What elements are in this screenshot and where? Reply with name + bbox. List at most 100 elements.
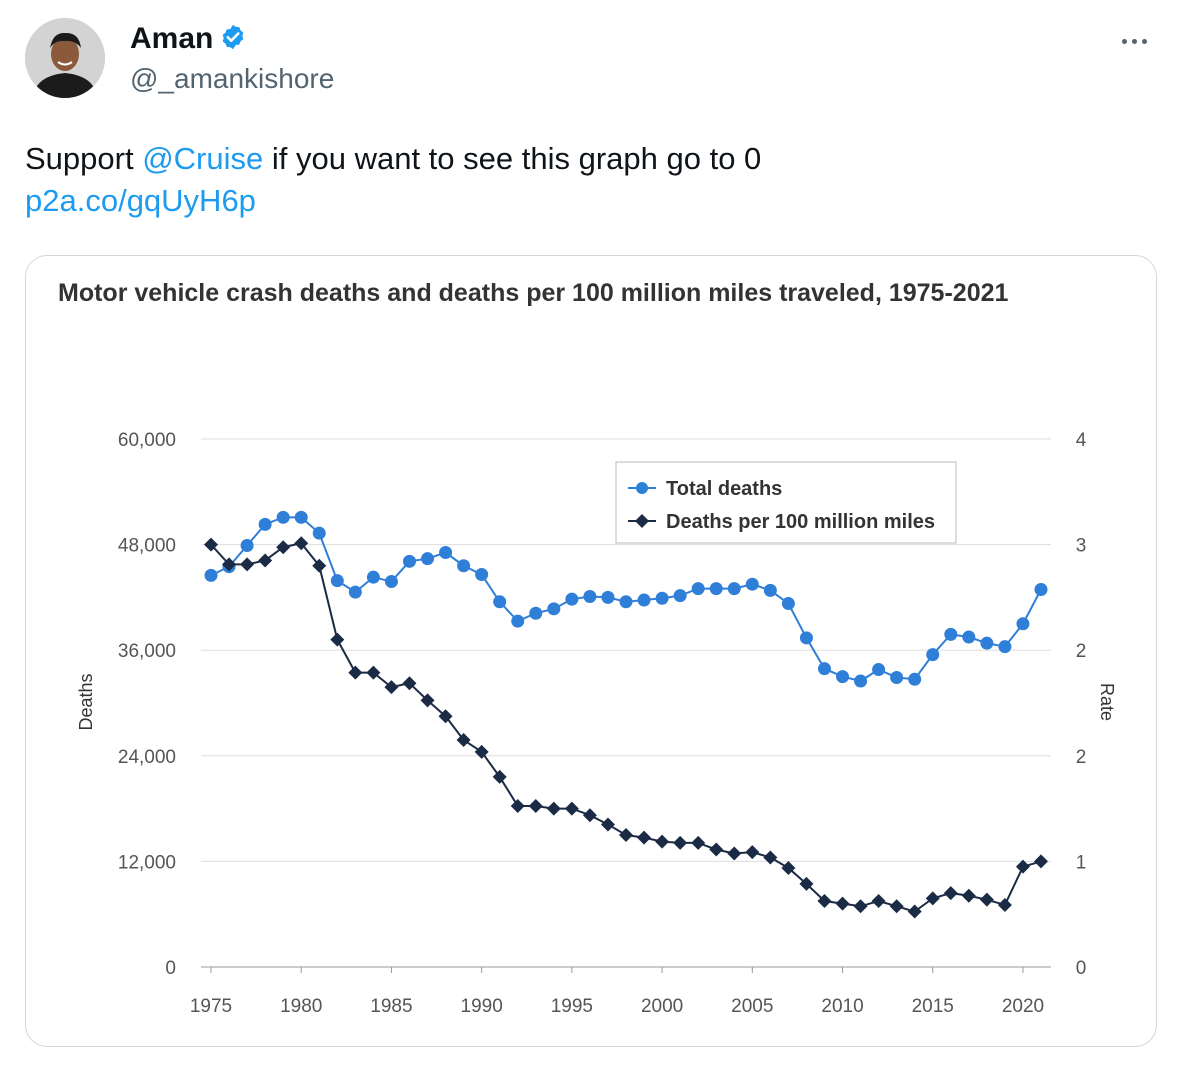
data-point-total-deaths[interactable]: [890, 670, 904, 684]
avatar[interactable]: [25, 18, 105, 98]
data-point-total-deaths[interactable]: [817, 662, 831, 676]
data-point-total-deaths[interactable]: [854, 674, 868, 688]
data-point-rate[interactable]: [835, 896, 850, 911]
data-point-rate[interactable]: [438, 709, 453, 724]
data-point-total-deaths[interactable]: [1034, 582, 1048, 596]
data-point-total-deaths[interactable]: [366, 570, 380, 584]
data-point-rate[interactable]: [673, 835, 688, 850]
data-point-total-deaths[interactable]: [637, 593, 651, 607]
data-point-total-deaths[interactable]: [529, 606, 543, 620]
data-point-total-deaths[interactable]: [493, 595, 507, 609]
data-point-total-deaths[interactable]: [836, 670, 850, 684]
data-point-rate[interactable]: [799, 876, 814, 891]
data-point-total-deaths[interactable]: [655, 591, 669, 605]
data-point-rate[interactable]: [384, 680, 399, 695]
data-point-total-deaths[interactable]: [439, 546, 453, 560]
data-point-total-deaths[interactable]: [294, 510, 308, 524]
data-point-rate[interactable]: [240, 557, 255, 572]
data-point-rate[interactable]: [528, 798, 543, 813]
data-point-total-deaths[interactable]: [276, 510, 290, 524]
data-point-total-deaths[interactable]: [763, 583, 777, 597]
data-point-total-deaths[interactable]: [402, 554, 416, 568]
data-point-rate[interactable]: [546, 801, 561, 816]
data-point-rate[interactable]: [853, 899, 868, 914]
data-point-total-deaths[interactable]: [565, 592, 579, 606]
data-point-rate[interactable]: [781, 861, 796, 875]
data-point-total-deaths[interactable]: [745, 577, 759, 591]
data-point-total-deaths[interactable]: [240, 538, 254, 552]
data-point-rate[interactable]: [294, 536, 309, 551]
data-point-rate[interactable]: [655, 834, 670, 849]
data-point-rate[interactable]: [330, 632, 345, 647]
data-point-rate[interactable]: [871, 894, 886, 908]
data-point-total-deaths[interactable]: [457, 559, 471, 573]
data-point-total-deaths[interactable]: [944, 627, 958, 641]
data-point-rate[interactable]: [600, 817, 615, 832]
data-point-rate[interactable]: [709, 842, 724, 857]
data-point-total-deaths[interactable]: [547, 602, 561, 616]
data-point-total-deaths[interactable]: [962, 630, 976, 644]
data-point-total-deaths[interactable]: [980, 636, 994, 650]
data-point-total-deaths[interactable]: [312, 526, 326, 540]
data-point-total-deaths[interactable]: [601, 590, 615, 604]
data-point-rate[interactable]: [691, 835, 706, 850]
data-point-total-deaths[interactable]: [619, 595, 633, 609]
data-point-rate[interactable]: [961, 888, 976, 903]
data-point-total-deaths[interactable]: [330, 574, 344, 588]
data-point-rate[interactable]: [474, 744, 489, 759]
data-point-rate[interactable]: [997, 897, 1012, 912]
tweet-url-link[interactable]: p2a.co/gqUyH6p: [25, 183, 256, 218]
data-point-rate[interactable]: [222, 557, 237, 572]
data-point-total-deaths[interactable]: [998, 640, 1012, 654]
data-point-rate[interactable]: [1015, 859, 1030, 874]
data-point-total-deaths[interactable]: [1016, 617, 1030, 631]
data-point-rate[interactable]: [889, 899, 904, 914]
data-point-rate[interactable]: [727, 846, 742, 861]
data-point-total-deaths[interactable]: [727, 582, 741, 596]
data-point-rate[interactable]: [348, 665, 363, 680]
data-point-rate[interactable]: [402, 676, 417, 691]
data-point-total-deaths[interactable]: [691, 582, 705, 596]
data-point-rate[interactable]: [763, 850, 778, 865]
data-point-total-deaths[interactable]: [908, 672, 922, 686]
data-point-total-deaths[interactable]: [348, 585, 362, 599]
data-point-total-deaths[interactable]: [872, 663, 886, 677]
data-point-total-deaths[interactable]: [799, 631, 813, 645]
mention-link[interactable]: @Cruise: [142, 141, 264, 176]
data-point-rate[interactable]: [492, 769, 507, 784]
data-point-rate[interactable]: [1034, 854, 1048, 869]
chart-legend[interactable]: Total deaths Deaths per 100 million mile…: [615, 461, 957, 544]
data-point-rate[interactable]: [312, 558, 327, 573]
data-point-total-deaths[interactable]: [673, 589, 687, 603]
data-point-total-deaths[interactable]: [781, 597, 795, 611]
data-point-rate[interactable]: [258, 553, 273, 568]
data-point-total-deaths[interactable]: [926, 648, 940, 662]
data-point-rate[interactable]: [564, 801, 579, 816]
data-point-rate[interactable]: [276, 540, 291, 555]
data-point-rate[interactable]: [420, 693, 435, 708]
data-point-rate[interactable]: [925, 891, 940, 906]
data-point-rate[interactable]: [582, 808, 597, 823]
data-point-rate[interactable]: [510, 798, 525, 813]
more-options-button[interactable]: [1114, 26, 1154, 56]
data-point-total-deaths[interactable]: [583, 590, 597, 604]
data-point-total-deaths[interactable]: [475, 568, 489, 582]
tweet-media-card[interactable]: Motor vehicle crash deaths and deaths pe…: [25, 255, 1157, 1047]
data-point-total-deaths[interactable]: [204, 568, 218, 582]
data-point-rate[interactable]: [979, 892, 994, 907]
data-point-rate[interactable]: [745, 845, 760, 860]
data-point-rate[interactable]: [907, 904, 922, 919]
author-handle[interactable]: @_amankishore: [130, 63, 335, 94]
data-point-rate[interactable]: [637, 830, 652, 845]
data-point-rate[interactable]: [817, 894, 832, 908]
data-point-total-deaths[interactable]: [511, 614, 525, 628]
data-point-rate[interactable]: [943, 886, 958, 901]
data-point-rate[interactable]: [366, 665, 381, 680]
data-point-rate[interactable]: [619, 828, 633, 842]
data-point-total-deaths[interactable]: [709, 582, 723, 596]
data-point-total-deaths[interactable]: [384, 575, 398, 589]
author-name[interactable]: Aman: [130, 22, 214, 55]
data-point-total-deaths[interactable]: [258, 517, 272, 531]
data-point-rate[interactable]: [204, 537, 218, 552]
data-point-total-deaths[interactable]: [421, 552, 435, 566]
